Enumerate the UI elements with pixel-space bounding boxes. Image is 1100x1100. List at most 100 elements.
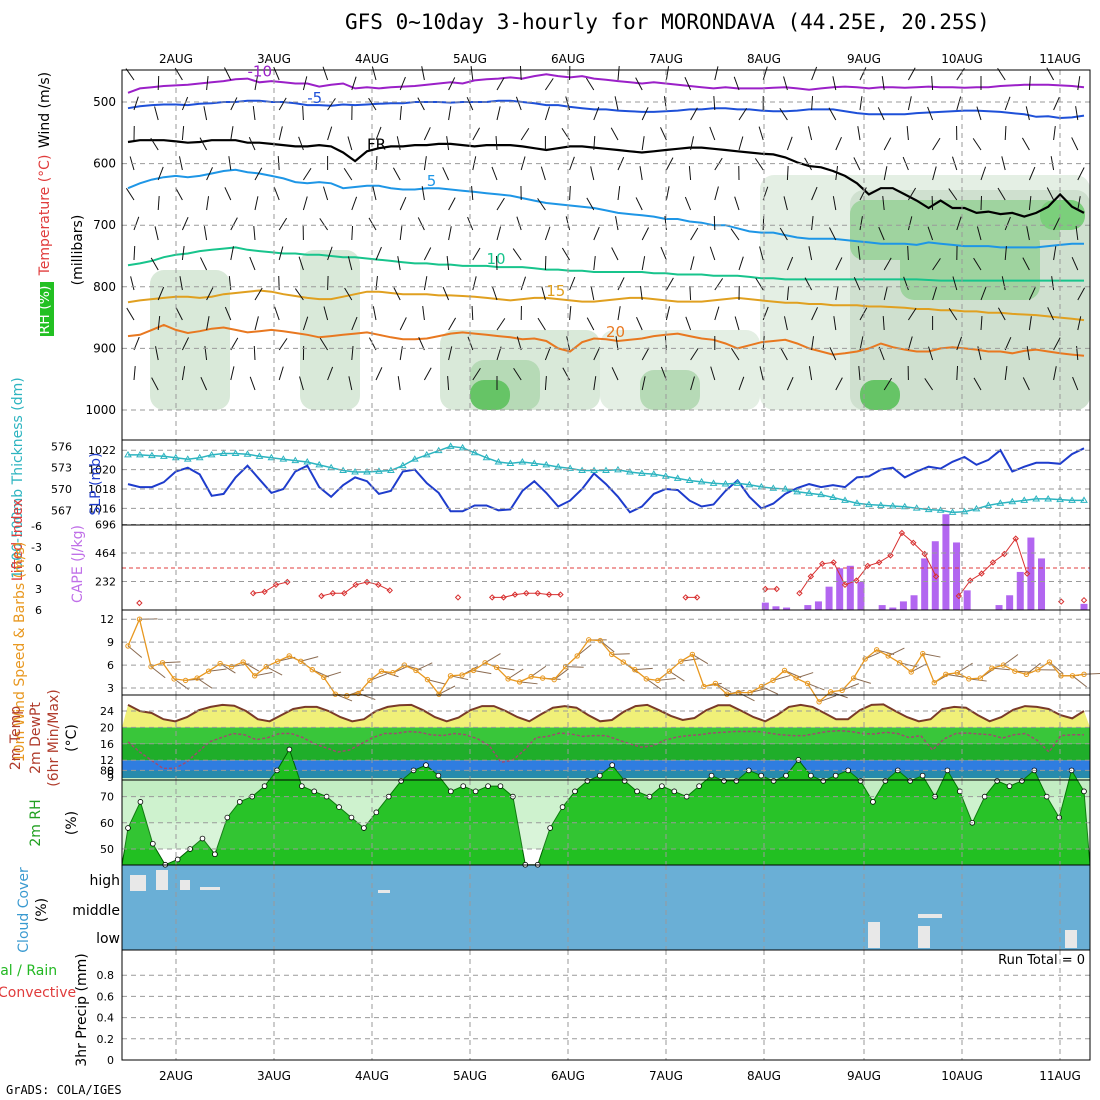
wind-barb xyxy=(641,376,646,391)
wind-barb xyxy=(206,167,213,181)
wind-barb xyxy=(1053,337,1061,351)
wind-barb xyxy=(833,316,837,331)
wind-barb xyxy=(811,186,818,201)
wind-barb xyxy=(714,186,719,201)
surface-wind-barb xyxy=(634,667,653,671)
thickness-point xyxy=(422,450,431,458)
cape-tick-label: 232 xyxy=(95,576,116,589)
panel-ylabel: Wind (m/s) xyxy=(37,72,53,148)
wind-barb xyxy=(561,247,571,261)
pressure-tick-label: 900 xyxy=(93,341,116,355)
lifted-index-point xyxy=(375,581,382,589)
wind-barb xyxy=(130,276,135,291)
wind-barb xyxy=(274,306,280,321)
wind-barb xyxy=(133,245,136,261)
surface-wind-barb xyxy=(323,671,342,678)
wind-barb xyxy=(540,166,546,181)
thickness-point xyxy=(841,496,849,503)
wind-barb xyxy=(635,77,643,91)
wind-barb xyxy=(783,196,788,211)
lifted-index-point xyxy=(898,529,906,537)
wind-barb xyxy=(254,167,263,181)
wind-barb xyxy=(372,186,377,201)
wind-barb xyxy=(230,366,235,381)
wind-speed-point xyxy=(678,658,684,664)
wind-barb xyxy=(883,137,892,151)
wind-speed-point xyxy=(424,676,431,683)
rh-point xyxy=(609,762,616,768)
wind-barb xyxy=(593,226,600,241)
thickness-point xyxy=(482,453,491,461)
surface-wind-barb xyxy=(438,685,456,695)
wind-barb xyxy=(660,246,667,261)
thickness-point xyxy=(231,449,240,456)
cape-bar xyxy=(910,595,918,610)
thickness-point xyxy=(829,493,837,501)
wind-speed-point xyxy=(378,668,385,674)
wind-barb xyxy=(125,187,135,201)
wind-speed-point xyxy=(390,670,396,676)
wind-barb xyxy=(859,96,863,111)
thickness-point xyxy=(685,476,694,483)
wind-barb xyxy=(853,157,861,171)
pressure-tick-label: 600 xyxy=(93,157,116,171)
wind-barb xyxy=(907,307,917,321)
wind-barb xyxy=(730,228,740,241)
wind-speed-point xyxy=(712,680,719,687)
rh-point xyxy=(659,783,665,789)
wind-barb xyxy=(179,276,183,291)
wind-barb xyxy=(610,127,619,141)
thickness-point xyxy=(912,504,921,511)
wind-barb xyxy=(684,196,692,211)
wind-barb xyxy=(808,246,813,261)
precip-tick-label: 0.4 xyxy=(97,1012,115,1025)
wind-barb xyxy=(541,286,546,301)
thickness-point xyxy=(398,461,407,469)
thickness-tick-label: 573 xyxy=(51,462,72,475)
lifted-index-point xyxy=(1058,598,1065,605)
wind-barb xyxy=(399,76,406,91)
rh-point xyxy=(1043,793,1050,800)
thickness-point xyxy=(673,474,682,481)
rh-point xyxy=(286,746,293,753)
wind-barb xyxy=(832,76,837,91)
rh-shading xyxy=(900,230,1040,300)
wind-barb xyxy=(593,256,596,271)
wind-speed-point xyxy=(436,691,442,697)
wind-barb xyxy=(1001,276,1006,291)
slp-tick-label: 1016 xyxy=(88,502,116,515)
lifted-index-point xyxy=(557,591,564,598)
wind-barb xyxy=(906,126,909,141)
lifted-index-point xyxy=(1001,550,1008,558)
wind-barb xyxy=(343,167,353,181)
wind-barb xyxy=(1075,226,1079,241)
wind-barb xyxy=(738,256,744,271)
wind-barb xyxy=(319,218,329,231)
wind-speed-point xyxy=(850,675,857,681)
wind-barb xyxy=(762,66,768,81)
isotherm-5 xyxy=(127,289,1085,322)
wind-barb xyxy=(133,96,139,111)
rh-point xyxy=(423,762,429,768)
wind-barb xyxy=(515,96,522,111)
wind-barb xyxy=(590,166,595,181)
wind-barb xyxy=(423,276,428,291)
cape-bar xyxy=(953,542,961,610)
rh-tick-label: 60 xyxy=(100,817,114,830)
wind-barb xyxy=(714,66,719,81)
surface-wind-barb xyxy=(496,666,515,671)
wind-speed-point xyxy=(1046,659,1053,665)
thickness-point xyxy=(1056,495,1064,503)
wind-barb xyxy=(1077,316,1082,331)
wind-barb xyxy=(931,75,934,91)
x-tick-label-bottom: 9AUG xyxy=(847,1069,881,1083)
wind-barb xyxy=(882,315,885,331)
wind-barb xyxy=(1046,187,1055,201)
precip-legend-total: Total / Rain xyxy=(0,963,57,979)
wind-barb xyxy=(665,306,671,321)
surface-wind-barb xyxy=(853,677,871,684)
wind-barb xyxy=(471,186,474,201)
wind-speed-point xyxy=(989,665,995,671)
wind-barb xyxy=(277,155,280,171)
